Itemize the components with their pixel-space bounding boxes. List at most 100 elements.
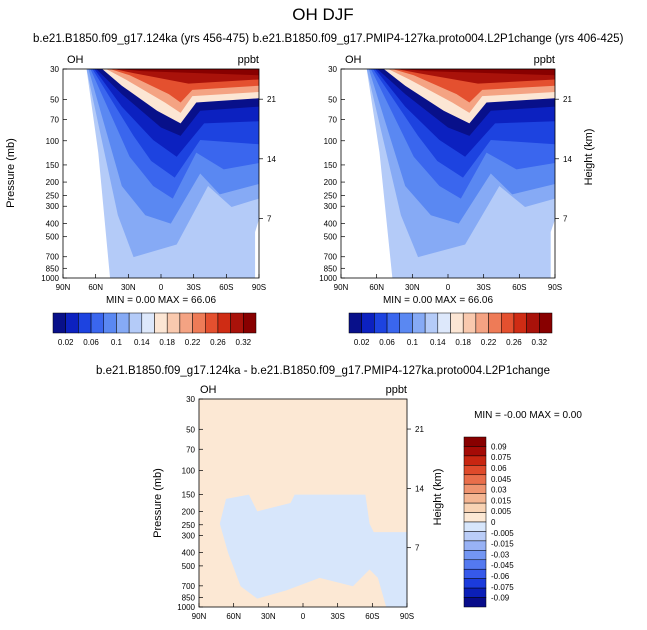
panel-1-xtick-label: 60S: [219, 283, 233, 292]
field-missing-region: [550, 219, 555, 278]
panel-3-ytick-label: 400: [182, 549, 196, 558]
colorbar-3-label: -0.03: [491, 550, 510, 559]
panel-2-var-label: OH: [345, 54, 362, 66]
colorbar-3-label: -0.005: [491, 529, 514, 538]
panel-1-ytick-label: 150: [46, 161, 60, 170]
colorbar-2-swatch: [424, 312, 439, 334]
colorbar-1-swatch: [116, 312, 130, 334]
colorbar-3-swatch: [463, 521, 487, 532]
field-missing-region: [341, 69, 393, 278]
panel-3-axes: 305070100150200250300400500700850100090N…: [177, 395, 424, 621]
panel-2-ytick-label: 850: [324, 264, 338, 273]
panel-1-ylabel: Pressure (mb): [5, 138, 17, 208]
panel-2-height-tick-label: 21: [563, 95, 572, 104]
diff-field-negative-region: [219, 494, 407, 607]
panel-3-xtick-label: 60S: [365, 612, 379, 621]
panel-2-ytick-label: 400: [324, 219, 338, 228]
colorbar-2-swatch: [539, 312, 553, 334]
colorbar-1-swatch: [230, 312, 244, 334]
colorbar-3-swatch: [463, 483, 487, 494]
colorbar-3-label: 0: [491, 518, 496, 527]
panel-1-ytick-label: 300: [46, 202, 60, 211]
panel-2-title: b.e21.B1850.f09_g17.PMIP4-127ka.proto004…: [253, 33, 624, 45]
colorbar-1-label: 0.14: [134, 338, 150, 347]
colorbar-2-label: 0.32: [532, 338, 548, 347]
panel-2-ytick-label: 70: [328, 116, 337, 125]
panel-1-ytick-label: 400: [46, 219, 60, 228]
panel-3-ytick-label: 200: [182, 508, 196, 517]
panel-2-ytick-label: 1000: [319, 274, 337, 283]
panel-2-units-label: ppbt: [534, 54, 555, 66]
panel-1-ytick-label: 1000: [41, 274, 59, 283]
colorbar-1-label: 0.1: [111, 338, 123, 347]
colorbar-3-swatch: [463, 559, 487, 570]
panel-1-ytick-label: 700: [46, 253, 60, 262]
panel-1: b.e21.B1850.f09_g17.124ka (yrs 456-475) …: [5, 33, 276, 306]
colorbar-1-label: 0.02: [58, 338, 74, 347]
colorbar-3-swatch: [463, 502, 487, 513]
panel-3-ytick-label: 500: [182, 562, 196, 571]
colorbar-2-label: 0.14: [430, 338, 446, 347]
colorbar-3-label: 0.06: [491, 464, 507, 473]
colorbar-1-swatch: [128, 312, 143, 334]
colorbar-3-swatch: [463, 578, 487, 589]
panel-2-xtick-label: 0: [446, 283, 451, 292]
panel-3-xtick-label: 60N: [226, 612, 241, 621]
colorbar-1-swatch: [192, 312, 206, 334]
panel-1-ytick-label: 50: [50, 95, 59, 104]
panel-3-height-tick-label: 7: [415, 544, 420, 553]
panel-1-height-tick-label: 7: [267, 214, 272, 223]
colorbar-3-label: 0.015: [491, 496, 512, 505]
page-title: OH DJF: [292, 5, 353, 24]
panel-3-ytick-label: 70: [186, 445, 195, 454]
panel-3-ytick-label: 30: [186, 395, 195, 404]
colorbar-3-swatch: [463, 455, 487, 466]
panel-1-axes: 305070100150200250300400500700850100090N…: [41, 65, 276, 292]
panel-2-ytick-label: 250: [324, 191, 338, 200]
field-contour-band: [400, 69, 555, 76]
panel-2-field: [341, 69, 555, 278]
colorbar-1-swatch: [90, 312, 104, 334]
colorbar-2-swatch: [462, 312, 477, 334]
panel-3-xtick-label: 30S: [331, 612, 345, 621]
panel-1-height-tick-label: 21: [267, 95, 276, 104]
panel-1-xtick-label: 90N: [56, 283, 71, 292]
colorbar-1-swatch: [141, 312, 155, 334]
colorbar-1-swatch: [166, 312, 181, 334]
colorbar-3-label: 0.045: [491, 475, 512, 484]
colorbar-1-swatch: [217, 312, 231, 334]
colorbar-3-label: -0.06: [491, 572, 510, 581]
colorbar-3-label: 0.075: [491, 453, 512, 462]
panel-2-xtick-label: 30S: [477, 283, 491, 292]
panel-1-var-label: OH: [67, 54, 84, 66]
panel-2-height-tick-label: 14: [563, 155, 572, 164]
colorbar-3-swatch: [463, 465, 487, 476]
panel-3-field: [199, 399, 407, 607]
panel-3-height-tick-label: 21: [415, 425, 424, 434]
panel-3-ytick-label: 1000: [177, 603, 195, 612]
colorbar-2-swatch: [348, 312, 362, 334]
field-missing-region: [63, 69, 111, 278]
colorbar-2-swatch: [526, 312, 540, 334]
panel-2-xtick-label: 60S: [512, 283, 526, 292]
panel-1-ytick-label: 850: [46, 264, 60, 273]
panel-1-minmax: MIN = 0.00 MAX = 66.06: [106, 295, 216, 306]
panel-2-xtick-label: 30N: [405, 283, 420, 292]
colorbar-3-swatch: [463, 474, 487, 485]
panel-3-xtick-label: 0: [301, 612, 306, 621]
panel-2-ytick-label: 50: [328, 95, 337, 104]
colorbar-2-swatch: [386, 312, 400, 334]
panel-2-ytick-label: 200: [324, 178, 338, 187]
colorbar-1-swatch: [65, 312, 79, 334]
colorbar-3-label: -0.045: [491, 561, 514, 570]
panel-3-ytick-label: 150: [182, 490, 196, 499]
panel-3-minmax: MIN = -0.00 MAX = 0.00: [474, 410, 582, 421]
panel-3-height-tick-label: 14: [415, 484, 424, 493]
panel-3-xtick-label: 90S: [400, 612, 414, 621]
colorbar-3: 0.09 0.075 0.06 0.045 0.030.015 0.005 0 -0.005 -…: [463, 436, 514, 608]
panel-2-xtick-label: 60N: [369, 283, 384, 292]
panel-2-ytick-label: 30: [328, 65, 337, 74]
colorbar-3-label: 0.09: [491, 442, 507, 451]
panel-2-xtick-label: 90S: [548, 283, 562, 292]
colorbar-1-swatch: [179, 312, 193, 334]
